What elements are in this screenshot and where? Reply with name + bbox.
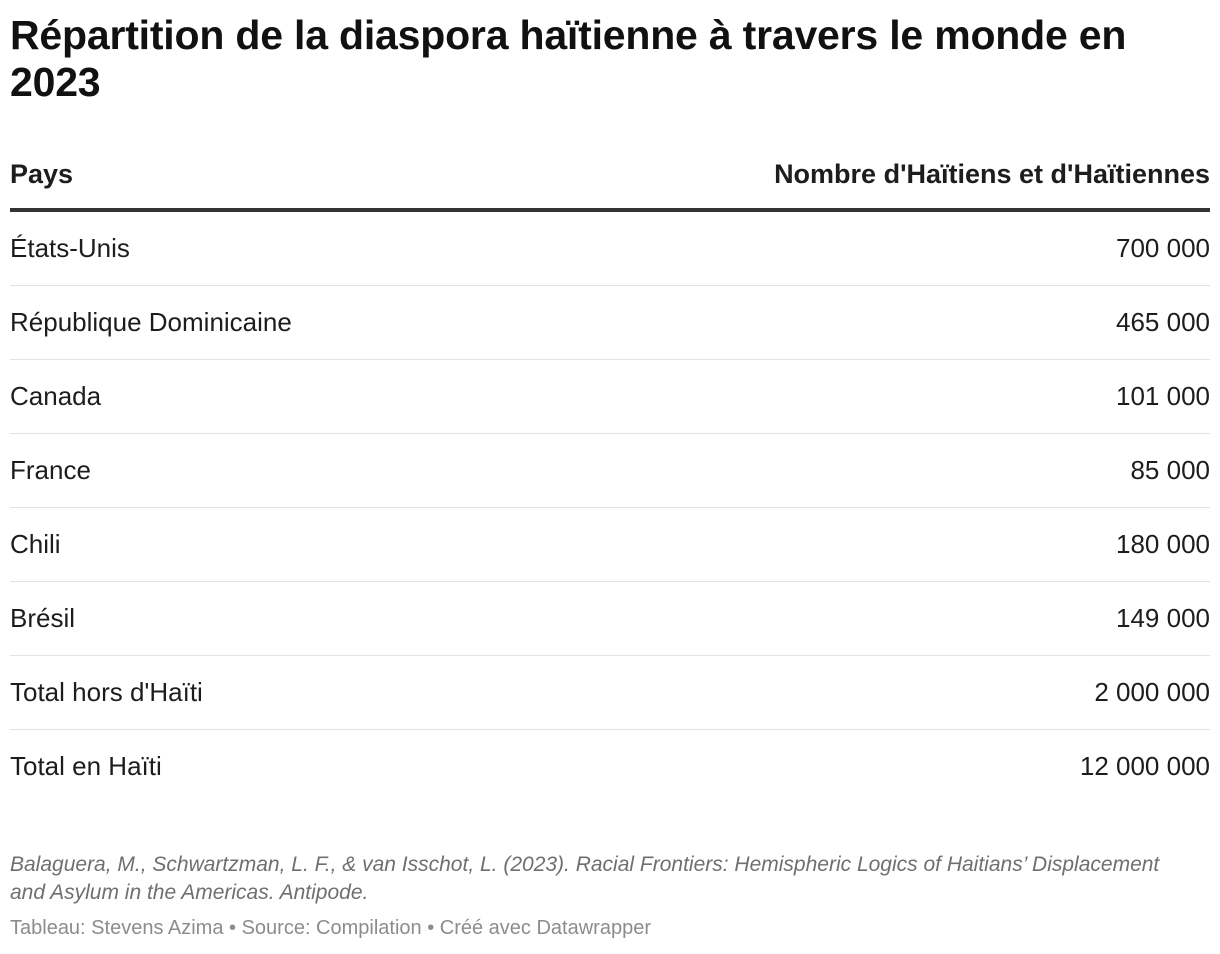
table-row: Total hors d'Haïti 2 000 000 <box>10 655 1210 730</box>
value-cell: 180 000 <box>481 507 1210 582</box>
country-cell: États-Unis <box>10 210 482 286</box>
value-cell: 2 000 000 <box>481 655 1210 730</box>
country-cell: Total en Haïti <box>10 751 162 781</box>
column-header-country[interactable]: Pays <box>10 158 482 212</box>
country-cell: Brésil <box>10 581 482 656</box>
value-cell: 101 000 <box>481 359 1210 434</box>
table-header-row: Pays Nombre d'Haïtiens et d'Haïtiennes <box>10 158 1210 212</box>
table-row: Brésil 149 000 <box>10 581 1210 656</box>
table-row: Canada 101 000 <box>10 359 1210 434</box>
country-cell: Canada <box>10 359 482 434</box>
table-row: Total en Haïti 12 000 000 <box>10 730 1210 804</box>
credits-footer: Tableau: Stevens Azima • Source: Compila… <box>10 917 651 939</box>
value-cell: 12 000 000 <box>1079 751 1210 781</box>
value-cell: 465 000 <box>481 285 1210 360</box>
value-cell: 149 000 <box>481 581 1210 656</box>
value-cell: 85 000 <box>481 433 1210 508</box>
value-cell: 700 000 <box>481 210 1210 286</box>
column-header-value[interactable]: Nombre d'Haïtiens et d'Haïtiennes <box>481 158 1210 212</box>
country-cell: France <box>10 433 482 508</box>
country-cell: Chili <box>10 507 482 582</box>
table-row: République Dominicaine 465 000 <box>10 285 1210 360</box>
table-row: États-Unis 700 000 <box>10 210 1210 286</box>
country-cell: Total hors d'Haïti <box>10 655 482 730</box>
data-table: Pays Nombre d'Haïtiens et d'Haïtiennes É… <box>10 158 1210 803</box>
table-row: Chili 180 000 <box>10 507 1210 582</box>
country-cell: République Dominicaine <box>10 285 482 360</box>
chart-title: Répartition de la diaspora haïtienne à t… <box>10 12 1127 105</box>
source-note: Balaguera, M., Schwartzman, L. F., & van… <box>10 853 1160 904</box>
table-row: France 85 000 <box>10 433 1210 508</box>
chart-container: Répartition de la diaspora haïtienne à t… <box>10 0 1210 803</box>
